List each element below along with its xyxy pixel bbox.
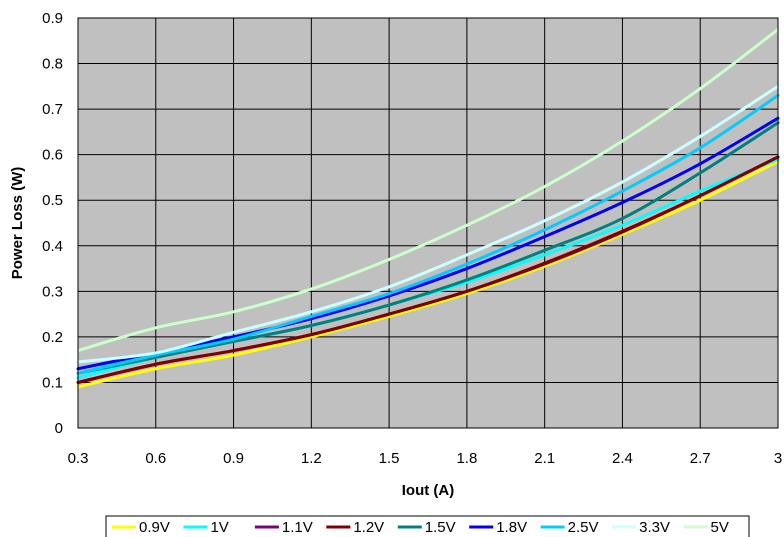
- y-tick-label: 0.2: [42, 329, 63, 346]
- y-tick-label: 0.1: [42, 374, 63, 391]
- legend-label: 1.1V: [282, 519, 313, 536]
- plot-border: [77, 17, 779, 429]
- series-line-0.9V: [76, 160, 780, 389]
- y-tick-label: 0.6: [42, 147, 63, 164]
- series-line-1.5V: [76, 121, 780, 375]
- series-line-1.2V: [76, 155, 780, 384]
- series-line-1.8V: [76, 116, 780, 371]
- legend: 0.9V 1V 1.1V 1.2V 1.5V 1.8V 2.5V 3.3V 5V: [105, 515, 750, 537]
- y-tick-label: 0.3: [42, 283, 63, 300]
- x-tick-label: 2.4: [612, 450, 633, 467]
- x-tick-label: 0.9: [223, 450, 244, 467]
- series-line-3.3V: [76, 84, 780, 364]
- y-axis-title: Power Loss (W): [9, 167, 26, 280]
- y-tick-label: 0.5: [42, 192, 63, 209]
- legend-box: [105, 515, 750, 537]
- legend-label: 1.2V: [353, 519, 384, 536]
- x-tick-label: 1.8: [456, 450, 477, 467]
- plot-area: [78, 18, 778, 428]
- series-line-5V: [76, 27, 780, 353]
- y-tick-label: 0.9: [42, 10, 63, 27]
- series-line-2.5V: [76, 93, 780, 375]
- legend-label: 2.5V: [568, 519, 599, 536]
- legend-label: 1.5V: [425, 519, 456, 536]
- y-tick-label: 0.7: [42, 101, 63, 118]
- legend-label: 0.9V: [139, 519, 170, 536]
- x-tick-label: 3: [774, 450, 782, 467]
- legend-label: 1V: [210, 519, 228, 536]
- y-tick-label: 0: [55, 420, 63, 437]
- x-tick-label: 0.3: [68, 450, 89, 467]
- x-tick-label: 0.6: [145, 450, 166, 467]
- x-tick-label: 2.7: [690, 450, 711, 467]
- x-tick-labels: 0.3 0.6 0.9 1.2 1.5 1.8 2.1 2.4 2.7 3: [68, 450, 783, 467]
- series-lines: [76, 27, 780, 389]
- x-tick-label: 1.2: [301, 450, 322, 467]
- legend-label: 5V: [711, 519, 729, 536]
- x-axis-title: Iout (A): [402, 482, 454, 499]
- legend-label: 1.8V: [496, 519, 527, 536]
- y-tick-label: 0.4: [42, 238, 63, 255]
- x-tick-label: 2.1: [534, 450, 555, 467]
- y-tick-labels: 0 0.1 0.2 0.3 0.4 0.5 0.6 0.7 0.8 0.9: [42, 10, 63, 437]
- x-tick-label: 1.5: [379, 450, 400, 467]
- y-tick-label: 0.8: [42, 56, 63, 73]
- legend-label: 3.3V: [639, 519, 670, 536]
